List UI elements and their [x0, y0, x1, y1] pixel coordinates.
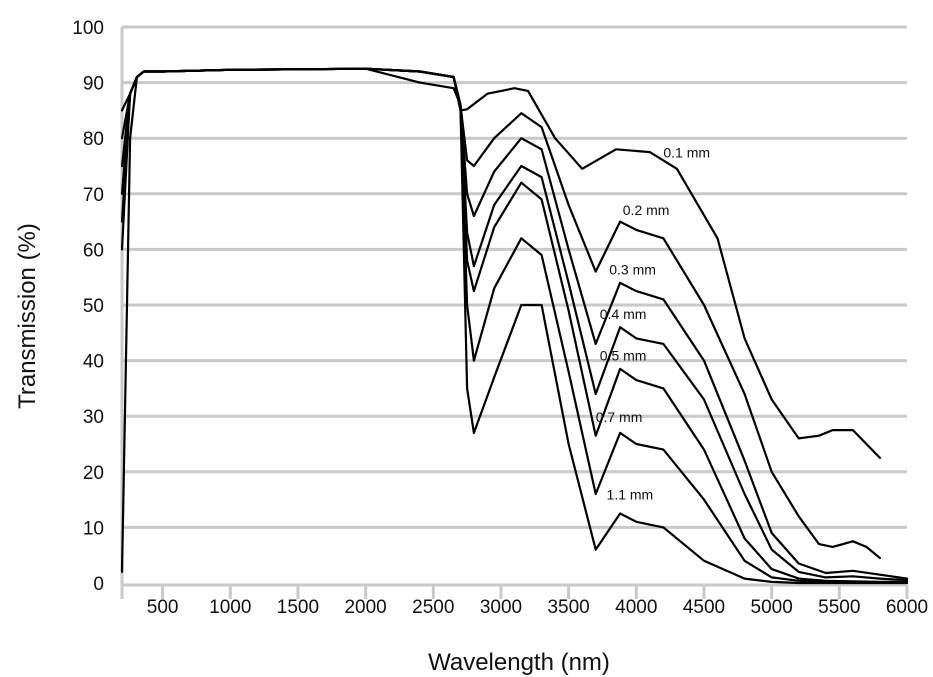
x-tick-label: 3000 — [480, 597, 522, 618]
axes — [120, 27, 909, 599]
x-tick-label: 2500 — [412, 597, 454, 618]
y-tick-label: 20 — [83, 463, 104, 484]
y-tick-label: 40 — [83, 352, 104, 373]
x-tick-label: 1500 — [277, 597, 319, 618]
series-label: 0.7 mm — [596, 409, 643, 425]
y-tick-label: 10 — [83, 518, 104, 539]
series-labels: 0.1 mm 0.2 mm 0.3 mm 0.4 mm 0.5 mm 0.7 mm 1.1 … — [596, 145, 710, 503]
y-tick-label: 80 — [83, 129, 104, 150]
y-tick-label: 0 — [93, 574, 104, 595]
x-tick-label: 2000 — [344, 597, 386, 618]
y-tick-label: 90 — [83, 74, 104, 95]
x-tick-label: 6000 — [886, 597, 928, 618]
series-label: 0.2 mm — [623, 202, 670, 218]
y-tick-label: 50 — [83, 296, 104, 317]
series-line-2 — [120, 67, 881, 560]
x-tick-label: 3500 — [547, 597, 589, 618]
series-label: 0.1 mm — [663, 145, 710, 161]
x-tick-label: 4500 — [683, 597, 725, 618]
y-tick-label: 30 — [83, 407, 104, 428]
y-tick-label: 60 — [83, 240, 104, 261]
y-tick-label: 70 — [83, 185, 104, 206]
tick-labels: 0 10 20 30 40 50 60 70 80 90 100 500 1000 1500 2000 250… — [72, 18, 928, 618]
x-tick-label: 500 — [147, 597, 179, 618]
x-tick-label: 5000 — [751, 597, 793, 618]
x-tick-label: 1000 — [209, 597, 251, 618]
series-lines — [120, 67, 909, 585]
y-tick-label: 100 — [72, 18, 104, 39]
series-label: 0.4 mm — [600, 306, 647, 322]
series-line-7 — [120, 67, 909, 585]
y-axis-title: Transmission (%) — [14, 223, 41, 409]
grid-lines — [122, 25, 907, 529]
x-tick-label: 5500 — [818, 597, 860, 618]
series-label: 0.3 mm — [609, 261, 656, 277]
series-label: 0.5 mm — [600, 348, 647, 364]
series-line-1 — [120, 67, 881, 459]
x-tick-label: 4000 — [615, 597, 657, 618]
series-label: 1.1 mm — [607, 487, 654, 503]
x-axis-title: Wavelength (nm) — [428, 649, 610, 676]
